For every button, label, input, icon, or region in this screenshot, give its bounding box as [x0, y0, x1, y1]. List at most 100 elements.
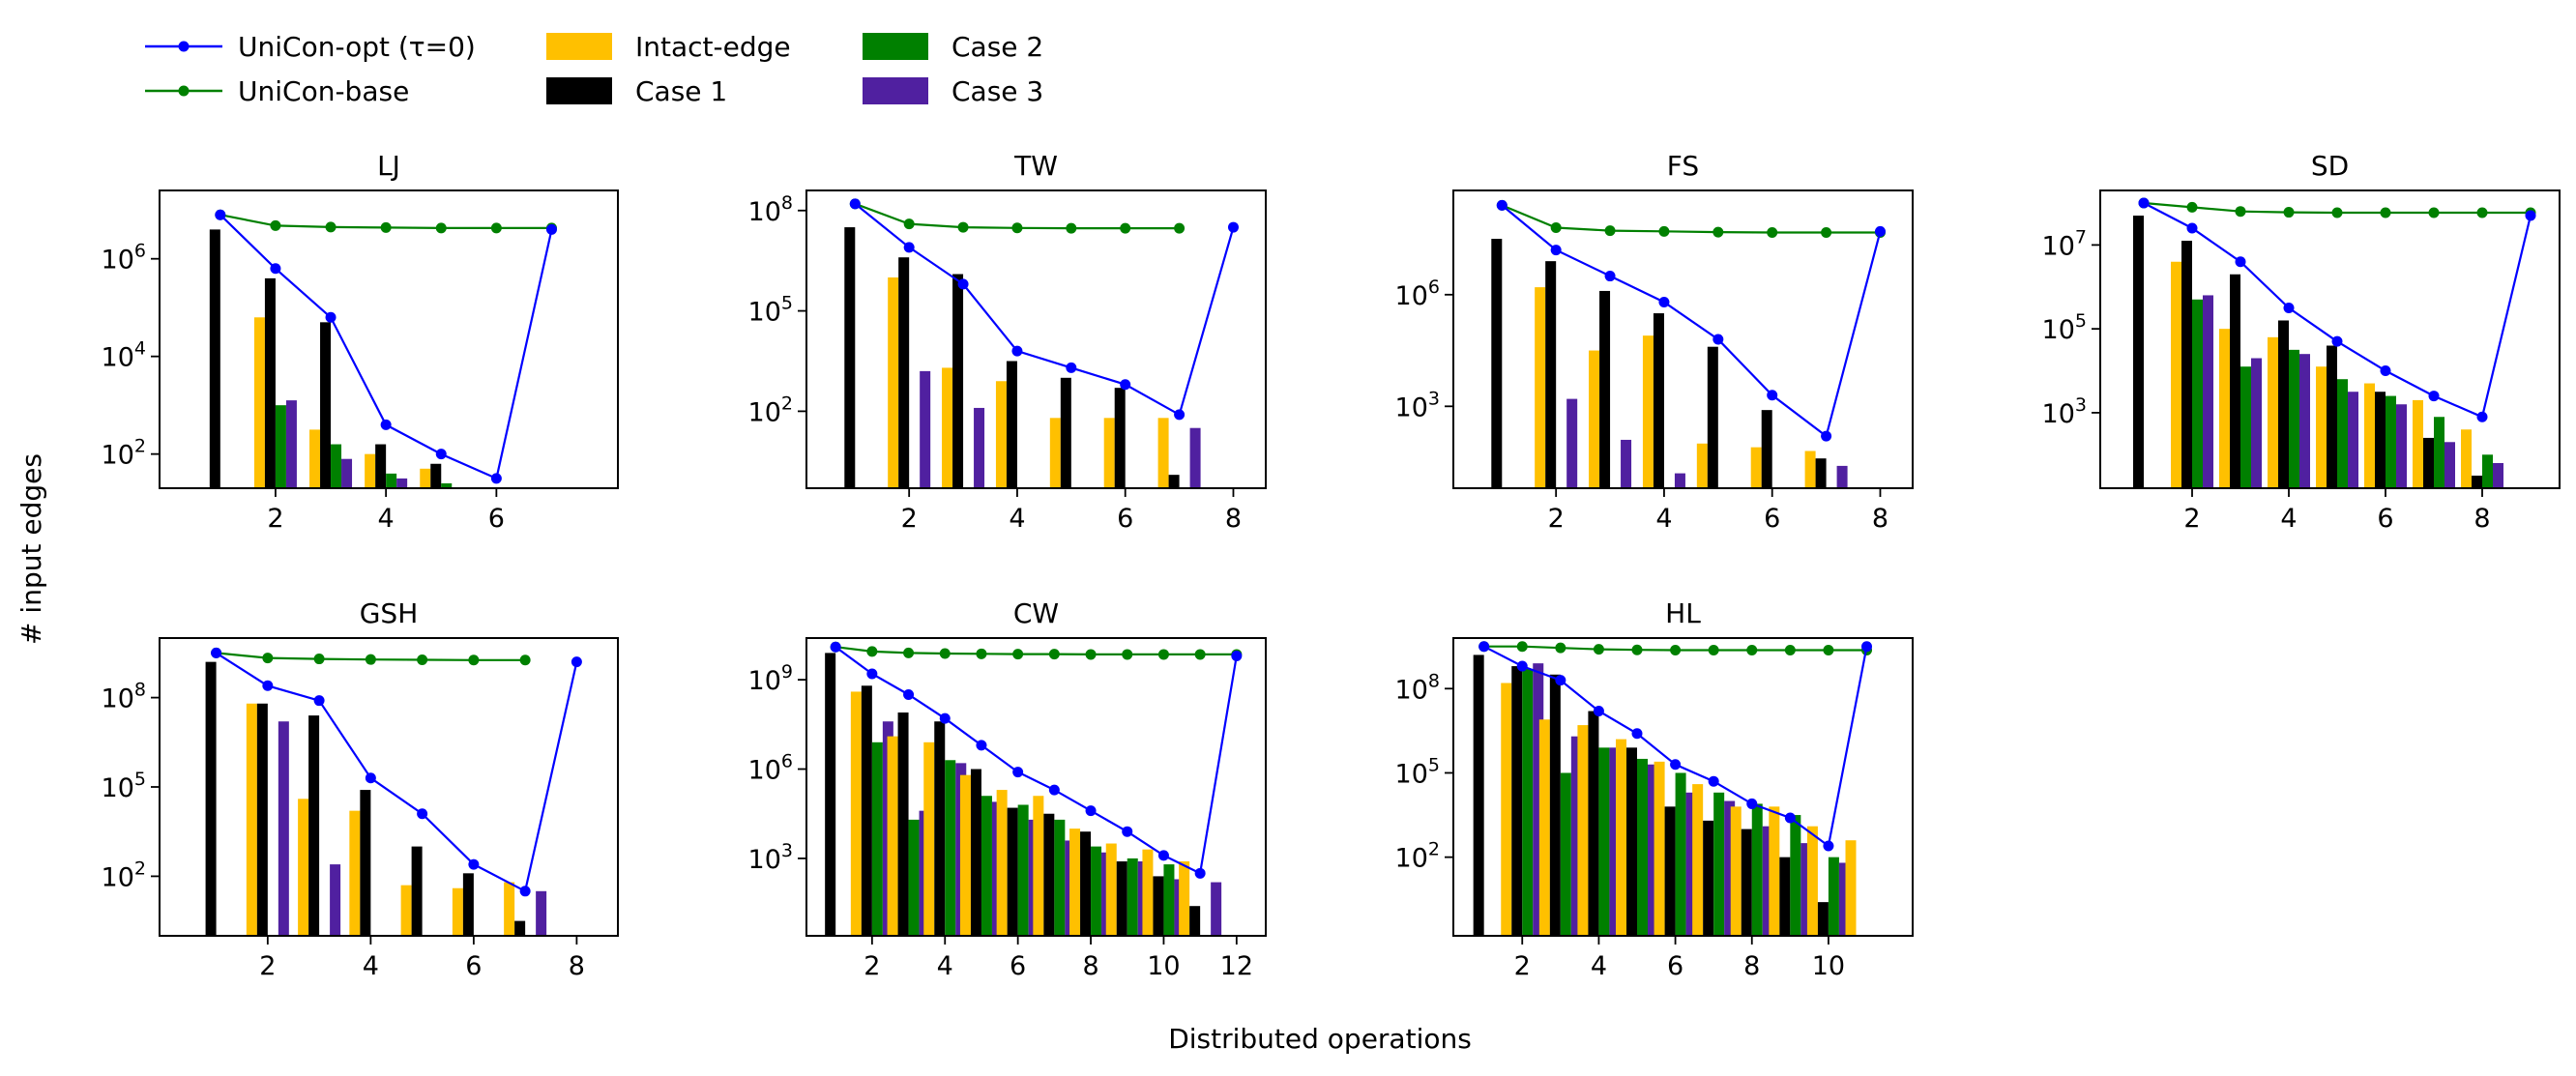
panel-title: CW — [1013, 597, 1059, 629]
unicon-opt-point — [468, 858, 480, 870]
unicon-base-point — [1194, 649, 1206, 660]
case3-bar — [1685, 792, 1697, 936]
case1-bar — [1741, 829, 1752, 936]
unicon-base-point — [519, 654, 531, 666]
intact-bar — [1501, 683, 1512, 936]
chart-panel: FS 2 4 6 8 103 106 — [1395, 150, 1914, 534]
case1-bar — [1473, 654, 1484, 936]
unicon-opt-point — [2525, 210, 2536, 221]
unicon-opt-point — [939, 712, 951, 724]
intact-bar — [452, 887, 463, 936]
case1-bar — [825, 653, 836, 936]
unicon-opt-point — [903, 242, 915, 253]
x-tick-label: 2 — [267, 504, 283, 534]
x-tick-label: 8 — [569, 951, 585, 981]
case1-bar — [1153, 876, 1164, 936]
unicon-base-point — [1670, 644, 1682, 655]
unicon-opt-line — [834, 646, 1238, 875]
legend-item: UniCon-base — [145, 75, 409, 107]
unicon-opt-point — [270, 263, 281, 275]
unicon-base-point — [1066, 222, 1077, 234]
y-tick-label: 108 — [1395, 670, 1440, 705]
unicon-base-point — [490, 222, 502, 234]
y-tick-label: 102 — [102, 436, 146, 471]
case1-bar — [952, 274, 964, 488]
case1-bar — [2472, 475, 2482, 488]
case3-bar — [920, 370, 931, 488]
unicon-opt-point — [1874, 225, 1886, 237]
case1-bar — [1707, 346, 1718, 488]
case1-bar — [2181, 241, 2192, 488]
intact-bar — [1616, 739, 1626, 936]
legend-bar-swatch — [546, 33, 612, 60]
case3-bar — [2493, 462, 2503, 488]
unicon-base-point — [1767, 227, 1778, 239]
unicon-opt-point — [325, 311, 337, 323]
intact-bar — [2413, 399, 2423, 488]
x-tick-label: 12 — [1220, 951, 1253, 981]
case1-bar — [2278, 320, 2289, 488]
unicon-base-point — [1122, 649, 1133, 660]
y-tick-label: 103 — [2042, 394, 2087, 429]
intact-bar — [850, 691, 862, 936]
intact-bar — [1696, 443, 1708, 488]
unicon-opt-point — [313, 695, 325, 707]
case2-bar — [1127, 858, 1138, 936]
intact-bar — [1105, 843, 1117, 936]
unicon-base-point — [866, 646, 878, 657]
unicon-opt-point — [545, 223, 557, 235]
unicon-opt-point — [2380, 365, 2391, 377]
unicon-base-point — [1658, 225, 1670, 237]
case3-bar — [278, 721, 289, 936]
case2-bar — [2434, 417, 2444, 488]
case2-bar — [1091, 846, 1102, 936]
unicon-base-point — [2380, 207, 2391, 218]
unicon-opt-point — [1593, 706, 1604, 717]
unicon-opt-point — [1157, 850, 1169, 861]
unicon-base-point — [2428, 207, 2440, 218]
x-tick-label: 8 — [1743, 951, 1760, 981]
intact-bar — [888, 276, 899, 488]
case1-bar — [209, 229, 220, 489]
case3-bar — [2444, 442, 2455, 488]
case1-bar — [2375, 392, 2386, 488]
case2-bar — [1790, 815, 1801, 936]
chart-panel: TW 2 4 6 8 102 105 108 — [748, 150, 1267, 534]
intact-bar — [1069, 829, 1081, 936]
case3-bar — [2251, 358, 2262, 488]
case1-bar — [308, 715, 320, 936]
unicon-opt-point — [380, 419, 392, 430]
unicon-opt-point — [830, 641, 841, 653]
unicon-base-point — [1784, 644, 1796, 655]
x-tick-label: 2 — [864, 951, 880, 981]
case1-bar — [1060, 377, 1071, 488]
legend-label: Case 3 — [951, 75, 1043, 107]
unicon-opt-line — [1501, 204, 1882, 438]
intact-bar — [887, 736, 898, 936]
unicon-opt-point — [1861, 641, 1872, 653]
legend-item: UniCon-opt (τ=0) — [145, 31, 476, 63]
x-tick-label: 4 — [1655, 504, 1672, 534]
unicon-opt-point — [1670, 759, 1682, 771]
intact-bar — [2171, 261, 2181, 488]
y-tick-label: 103 — [748, 840, 793, 875]
intact-bar — [996, 790, 1008, 936]
unicon-opt-point — [2235, 256, 2246, 268]
unicon-base-point — [1604, 225, 1616, 237]
case3-bar — [1724, 800, 1736, 936]
unicon-opt-point — [849, 198, 861, 210]
unicon-base-point — [1708, 644, 1719, 655]
unicon-opt-point — [2186, 222, 2198, 234]
y-tick-label: 102 — [102, 858, 146, 892]
unicon-base-point — [1120, 222, 1131, 234]
intact-bar — [995, 381, 1007, 488]
case1-bar — [1043, 813, 1055, 936]
intact-bar — [1535, 287, 1546, 488]
case1-bar — [2327, 345, 2337, 488]
x-tick-label: 2 — [1514, 951, 1531, 981]
case1-bar — [2133, 216, 2144, 488]
unicon-base-point — [270, 219, 281, 231]
unicon-opt-point — [1227, 221, 1239, 233]
unicon-base-point — [313, 654, 325, 665]
